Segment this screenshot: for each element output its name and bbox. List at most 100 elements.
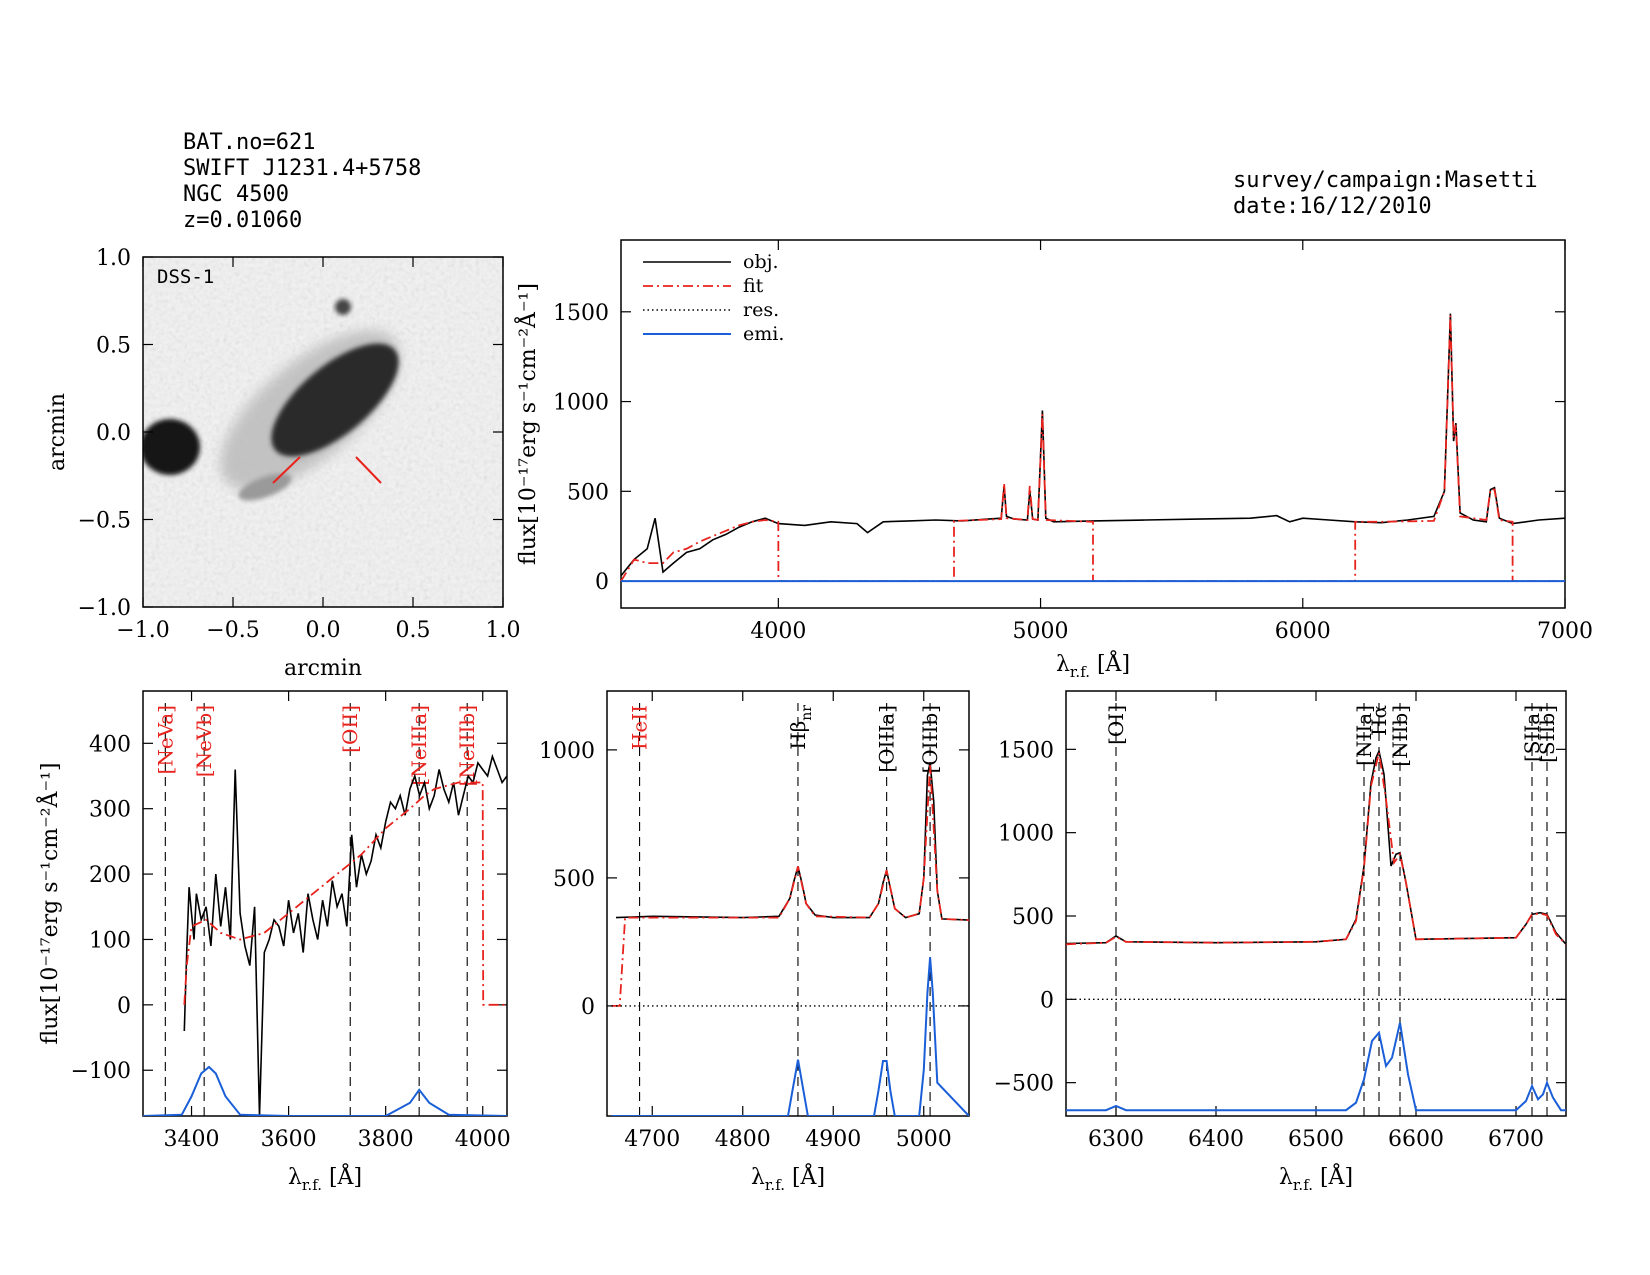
line-label: [NIIa] <box>1352 705 1376 766</box>
legend-label: fit <box>743 275 764 297</box>
x-tick-label: 3600 <box>261 1127 317 1152</box>
series-group <box>143 753 507 1116</box>
fit-line <box>620 315 1565 582</box>
y-tick-label: 400 <box>89 732 131 757</box>
fit-line <box>611 765 969 1007</box>
x-tick-label: 6400 <box>1188 1127 1244 1152</box>
line-label: [SIIb] <box>1535 705 1559 763</box>
legend-label: res. <box>743 299 779 321</box>
zoom-panel-red: 6300 6400 6500 6600 6700 −500 0 500 1000 1500 λr.f… <box>994 690 1567 1194</box>
x-axis-label: λr.f. [Å] <box>288 1162 362 1194</box>
full-spectrum-panel: 4000 5000 6000 7000 0 500 1000 1500 λr.f. [Å] flu… <box>513 239 1593 681</box>
x-tick-label: 5000 <box>896 1127 952 1152</box>
x-tick-label: 7000 <box>1537 619 1593 644</box>
line-label: [OIIIb] <box>918 705 942 774</box>
object-info: BAT.no=621 SWIFT J1231.4+5758 NGC 4500 z=0.… <box>183 130 421 234</box>
x-tick-label: −1.0 <box>116 618 169 643</box>
observation-date: date:16/12/2010 <box>1233 194 1432 219</box>
y-tick-label: 300 <box>89 798 131 823</box>
x-tick-label: 6500 <box>1288 1127 1344 1152</box>
y-tick-label: −1.0 <box>78 596 131 621</box>
y-tick-label: 0 <box>581 995 595 1020</box>
y-tick-label: 0 <box>595 570 609 595</box>
line-label: [NIIb] <box>1388 705 1412 767</box>
y-axis-label: flux[10⁻¹⁷erg s⁻¹cm⁻²Å⁻¹] <box>513 283 541 565</box>
y-axis-label: flux[10⁻¹⁷erg s⁻¹cm⁻²Å⁻¹] <box>35 763 63 1045</box>
x-tick-label: 5000 <box>1013 619 1069 644</box>
line-label: [OIIIa] <box>875 705 899 773</box>
emission-components-line <box>611 957 969 1116</box>
y-tick-label: 1000 <box>998 822 1054 847</box>
bat-number: BAT.no=621 <box>183 130 316 155</box>
x-tick-label: 4900 <box>805 1127 861 1152</box>
line-label: Hα <box>1367 705 1391 736</box>
survey-campaign: survey/campaign:Masetti <box>1233 168 1538 193</box>
survey-info: survey/campaign:Masetti date:16/12/2010 <box>1233 168 1538 220</box>
y-tick-label: 100 <box>89 928 131 953</box>
y-tick-label: 0.5 <box>96 334 131 359</box>
y-tick-label: 0 <box>1040 988 1054 1013</box>
line-label: HeII <box>628 705 652 750</box>
line-label: [NeVb] <box>192 705 216 777</box>
dss-image <box>143 257 503 607</box>
legend-label: emi. <box>743 323 784 345</box>
y-tick-label: 500 <box>567 480 609 505</box>
fit-line <box>1066 752 1566 946</box>
y-tick-label: −0.5 <box>78 509 131 534</box>
y-axis-label: arcmin <box>45 393 70 471</box>
y-tick-label: 0 <box>117 994 131 1019</box>
line-label: [NeIIIa] <box>407 705 431 786</box>
y-tick-label: 1500 <box>553 301 609 326</box>
x-tick-label: 1.0 <box>486 618 521 643</box>
observed-spectrum-line <box>615 762 969 921</box>
line-label: [OI] <box>1104 705 1128 745</box>
observed-spectrum-line <box>1066 748 1566 945</box>
y-tick-label: 1000 <box>553 391 609 416</box>
plot-frame <box>606 690 970 1117</box>
zoom-panel-green: 4700 4800 4900 5000 0 500 1000 λr.f. [Å] HeII Hβn… <box>539 690 970 1194</box>
x-tick-label: 4000 <box>750 619 806 644</box>
series-group <box>1066 748 1566 1112</box>
y-tick-label: 500 <box>553 867 595 892</box>
x-axis-label: arcmin <box>284 656 362 681</box>
y-tick-label: 0.0 <box>96 421 131 446</box>
x-tick-label: 3800 <box>358 1127 414 1152</box>
y-tick-label: −500 <box>994 1072 1054 1097</box>
emission-components-line <box>143 1065 507 1116</box>
dss-panel: −1.0 −0.5 0.0 0.5 1.0 −1.0 −0.5 0.0 0.5 1.0 DSS-1 a… <box>45 246 521 681</box>
survey-label: DSS-1 <box>157 266 214 288</box>
emission-components-line <box>1066 1022 1566 1112</box>
x-tick-label: −0.5 <box>206 618 259 643</box>
observed-spectrum-line <box>183 753 507 1116</box>
line-label: Hβnr <box>786 705 815 750</box>
x-axis-label: λr.f. [Å] <box>751 1162 825 1194</box>
x-tick-label: 0.5 <box>396 618 431 643</box>
swift-id: SWIFT J1231.4+5758 <box>183 156 422 181</box>
redshift: z=0.01060 <box>183 208 303 233</box>
plot-frame <box>1065 690 1567 1117</box>
x-tick-label: 6700 <box>1488 1127 1544 1152</box>
x-tick-label: 4700 <box>624 1127 680 1152</box>
x-tick-label: 6000 <box>1275 619 1331 644</box>
x-tick-label: 3400 <box>164 1127 220 1152</box>
x-axis-label: λr.f. [Å] <box>1279 1162 1353 1194</box>
slit-markers <box>272 456 382 484</box>
x-tick-label: 6300 <box>1088 1127 1144 1152</box>
x-axis-label: λr.f. [Å] <box>1056 649 1130 681</box>
x-tick-label: 0.0 <box>306 618 341 643</box>
x-tick-label: 6600 <box>1388 1127 1444 1152</box>
y-tick-label: −100 <box>71 1059 131 1084</box>
line-label: [NeVa] <box>153 705 177 774</box>
plot-frame <box>620 239 1566 609</box>
y-tick-label: 200 <box>89 863 131 888</box>
galaxy-name: NGC 4500 <box>183 182 289 207</box>
y-tick-label: 1.0 <box>96 246 131 271</box>
legend-label: obj. <box>743 251 779 273</box>
y-tick-label: 1000 <box>539 739 595 764</box>
x-tick-label: 4000 <box>455 1127 511 1152</box>
line-label: [OII] <box>338 705 362 753</box>
line-label: [SIIa] <box>1520 705 1544 762</box>
y-tick-label: 500 <box>1012 905 1054 930</box>
zoom-panel-blue: 3400 3600 3800 4000 −100 0 100 200 300 400 λr.f. [… <box>35 690 511 1194</box>
